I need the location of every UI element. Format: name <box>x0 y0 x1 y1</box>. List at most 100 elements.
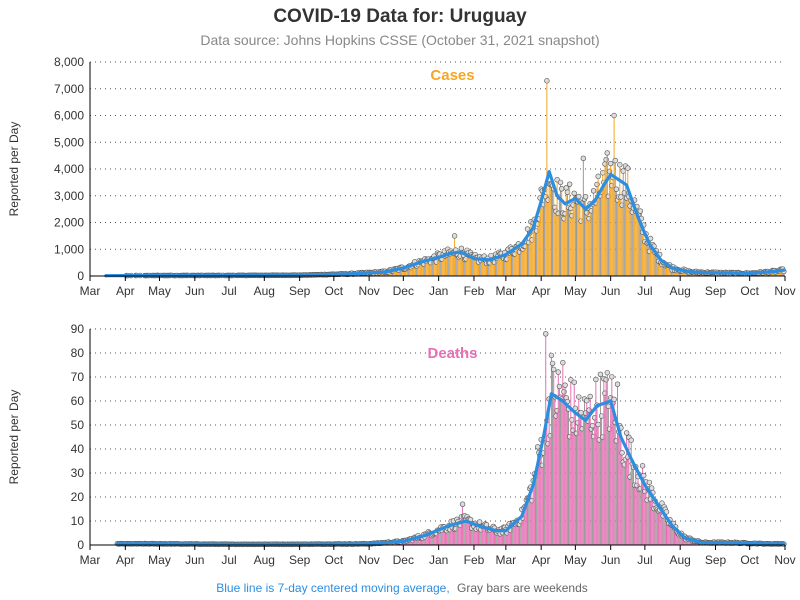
moving-average-point <box>383 270 387 274</box>
daily-bar <box>513 253 515 276</box>
moving-average-point <box>670 524 674 528</box>
daily-bar <box>452 252 454 276</box>
daily-bar <box>459 256 461 276</box>
moving-average-point <box>602 183 606 187</box>
daily-marker <box>562 382 568 388</box>
daily-bar <box>673 527 675 545</box>
daily-bar <box>530 486 532 545</box>
daily-bar <box>594 201 596 276</box>
x-tick-label: Oct <box>324 553 343 567</box>
daily-bar <box>450 251 452 276</box>
daily-bar <box>635 211 637 276</box>
daily-bar <box>421 261 423 276</box>
daily-bar <box>473 255 475 276</box>
daily-marker <box>618 194 624 200</box>
daily-bar <box>668 265 670 276</box>
daily-bar <box>471 528 473 545</box>
daily-bar <box>585 413 587 545</box>
daily-bar <box>429 532 431 545</box>
daily-marker <box>617 162 623 168</box>
daily-bar <box>432 534 434 545</box>
daily-bar <box>457 521 459 545</box>
daily-bar <box>464 259 466 276</box>
daily-bar <box>565 187 567 276</box>
daily-bar <box>465 519 467 545</box>
moving-average-point <box>401 266 405 270</box>
daily-bar <box>646 243 648 276</box>
daily-marker <box>459 501 466 507</box>
daily-bar <box>416 266 418 276</box>
daily-bar <box>604 393 606 545</box>
daily-bar <box>405 269 407 276</box>
y-axis-label: Reported per Day <box>7 122 21 217</box>
moving-average-point <box>504 253 508 257</box>
daily-bar <box>434 533 436 545</box>
daily-bar <box>456 254 458 276</box>
daily-bar <box>591 425 593 545</box>
daily-bar <box>563 391 565 545</box>
daily-bar <box>681 536 683 545</box>
y-tick-label: 0 <box>77 538 84 552</box>
daily-bar <box>462 504 464 545</box>
daily-bar <box>651 246 653 276</box>
daily-bar <box>550 184 552 276</box>
daily-bar <box>499 253 501 276</box>
moving-average-point <box>630 459 634 463</box>
daily-bar <box>514 523 516 545</box>
daily-bar <box>652 244 654 276</box>
daily-bar <box>467 252 469 276</box>
daily-bar <box>620 427 622 545</box>
daily-bar <box>553 369 555 545</box>
daily-bar <box>455 528 457 545</box>
daily-bar <box>579 412 581 545</box>
y-tick-label: 70 <box>71 370 85 384</box>
daily-bar <box>572 430 574 545</box>
daily-bar <box>466 250 468 276</box>
daily-bar <box>564 213 566 276</box>
daily-bar <box>415 537 417 545</box>
daily-bar <box>539 197 541 276</box>
daily-bar <box>642 465 644 545</box>
moving-average-point <box>476 524 481 528</box>
daily-bar <box>414 537 416 545</box>
daily-bar <box>540 189 542 276</box>
daily-marker <box>524 226 531 232</box>
moving-average-point <box>688 270 693 274</box>
daily-bar <box>654 252 656 276</box>
daily-marker <box>607 160 614 167</box>
daily-bar <box>460 516 462 545</box>
daily-bar <box>650 238 652 276</box>
daily-bar <box>590 210 592 276</box>
daily-marker <box>579 426 585 432</box>
moving-average-point <box>700 541 704 545</box>
daily-bar <box>425 261 427 276</box>
daily-bar <box>618 196 620 276</box>
daily-bar <box>489 262 491 276</box>
daily-bar <box>438 530 440 545</box>
daily-marker <box>604 369 610 376</box>
daily-bar <box>495 254 497 276</box>
daily-bar <box>456 519 458 545</box>
daily-bar <box>472 523 474 545</box>
daily-bar <box>619 164 621 276</box>
daily-bar <box>666 511 668 545</box>
daily-bar <box>644 491 646 545</box>
daily-bar <box>549 435 551 545</box>
cases-panel: Reported per Day 0 1,000 2,000 3,000 4,000 5,0… <box>7 55 796 298</box>
daily-marker <box>522 243 528 250</box>
daily-bar <box>422 261 424 276</box>
daily-marker <box>557 179 564 186</box>
y-tick-label: 80 <box>71 346 85 360</box>
daily-bar <box>446 255 448 276</box>
daily-bar <box>568 408 570 545</box>
x-tick-label: Mar <box>496 284 517 298</box>
daily-bar <box>439 254 441 276</box>
x-tick-label: Nov <box>774 553 795 567</box>
x-tick-label: Mar <box>80 284 101 298</box>
moving-average-point <box>520 242 524 246</box>
daily-bar <box>623 464 625 545</box>
daily-bar <box>659 509 661 545</box>
daily-bar <box>670 524 672 545</box>
daily-bar <box>631 212 633 276</box>
daily-marker <box>595 173 601 180</box>
